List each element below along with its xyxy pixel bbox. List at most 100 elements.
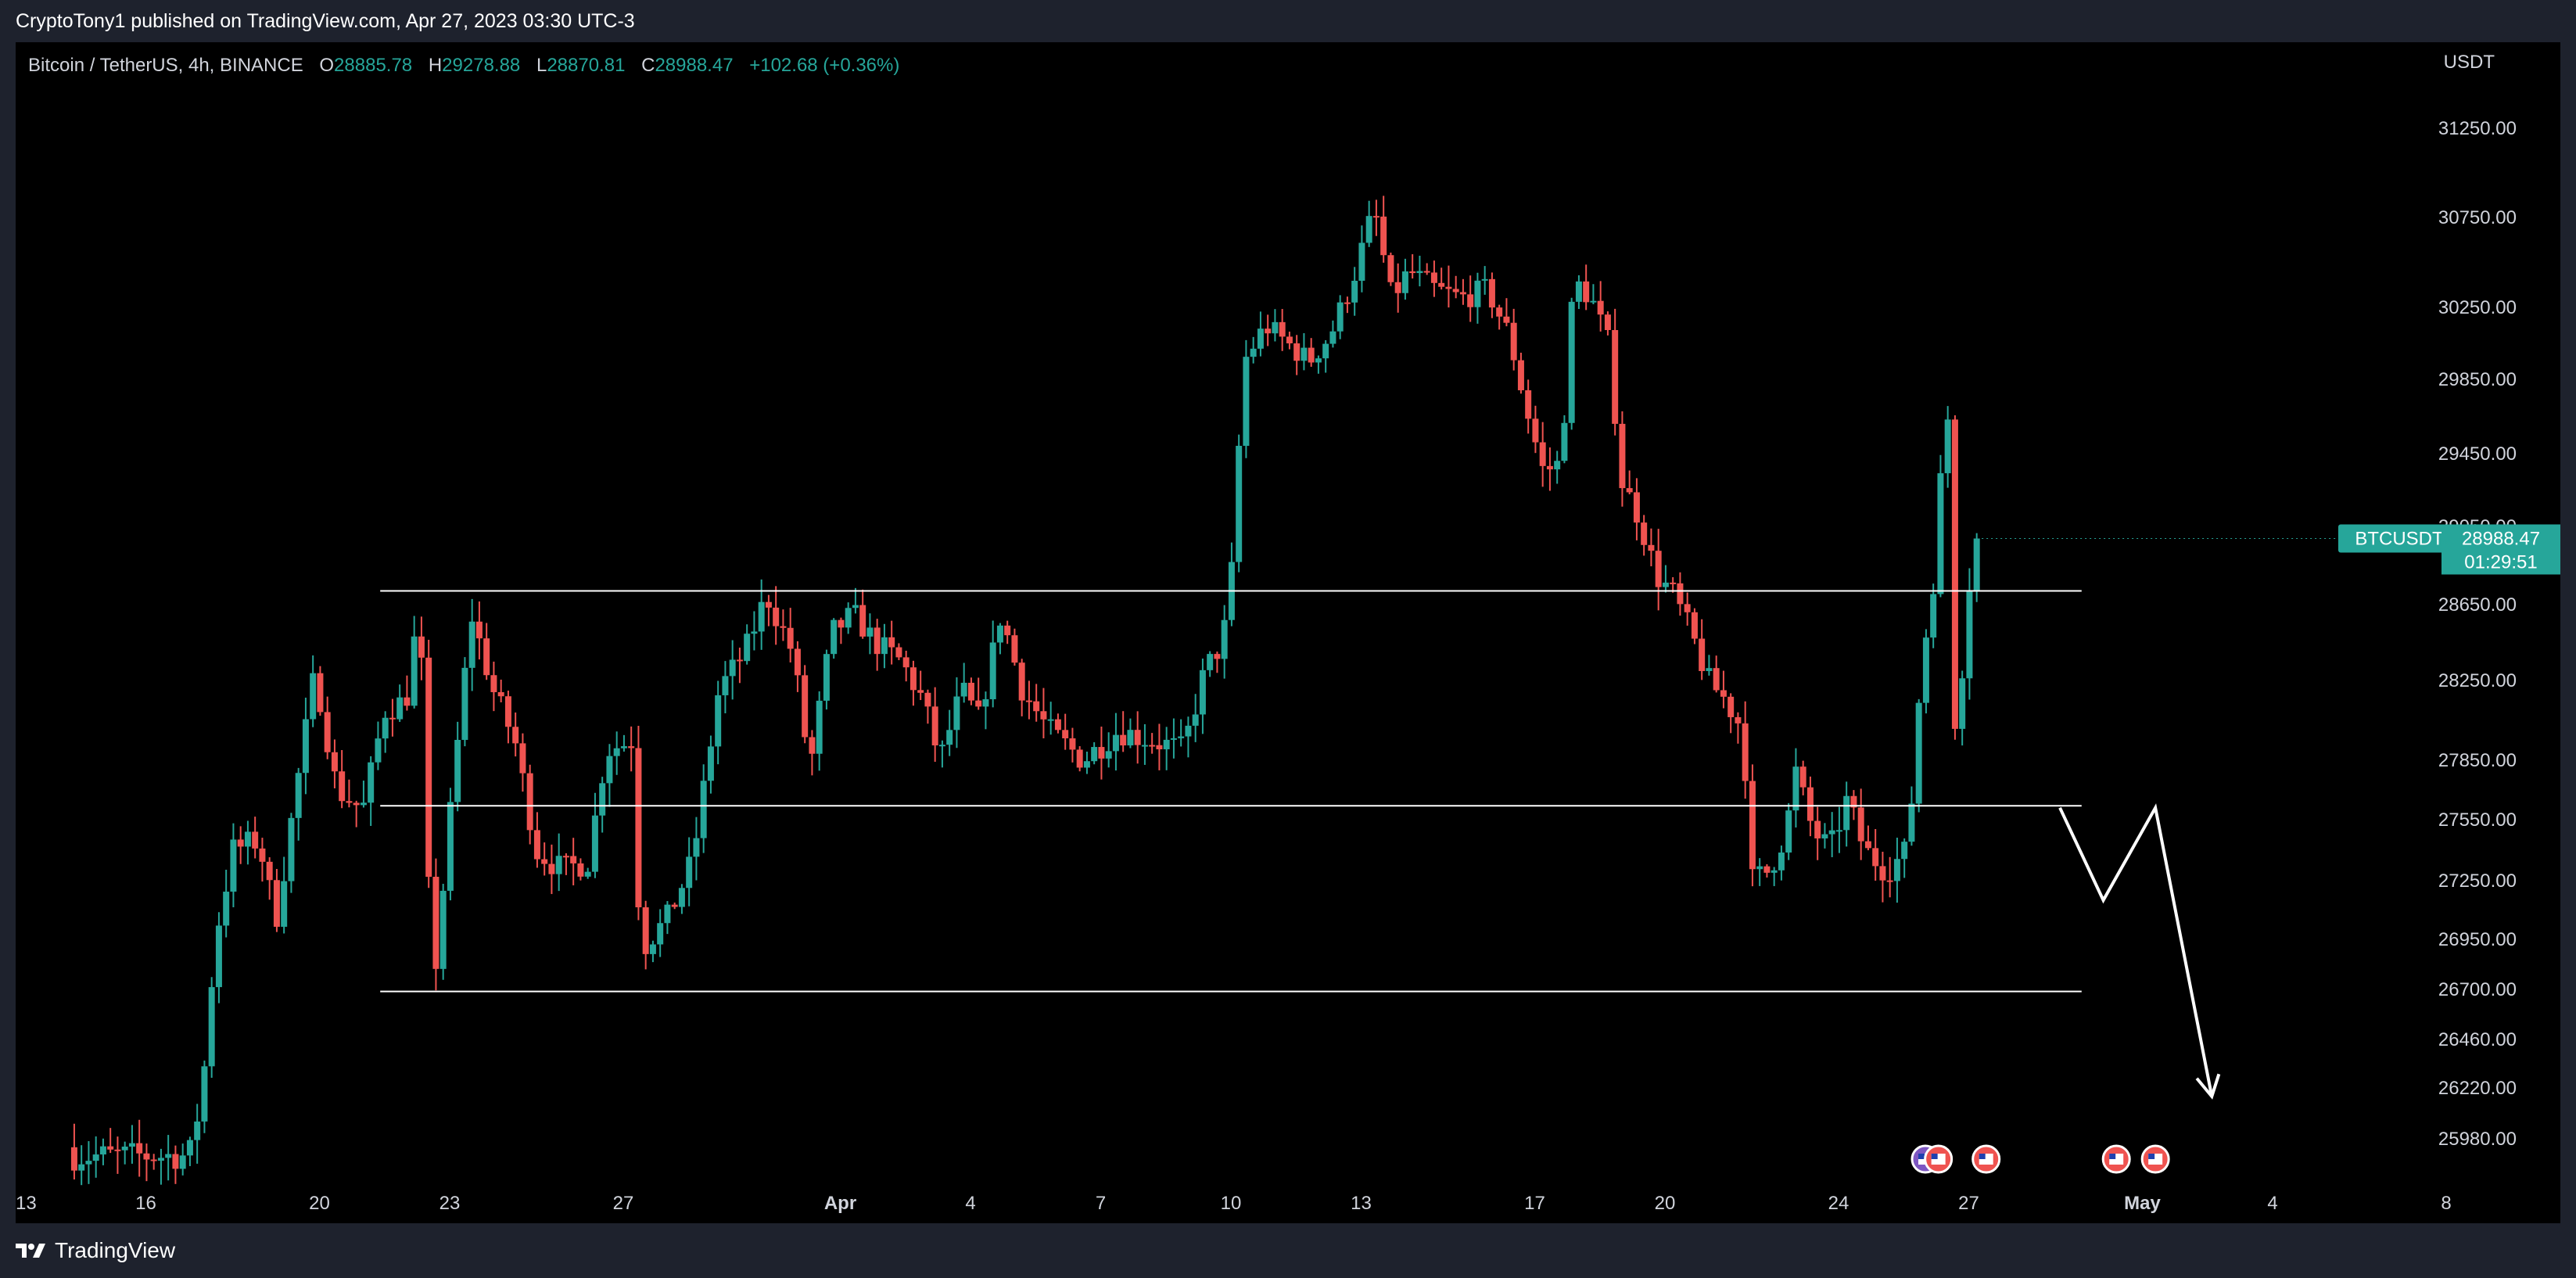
time-tick-label: 27	[1958, 1193, 1979, 1214]
candle-body	[432, 877, 439, 969]
price-tick-label: 31250.00	[2438, 118, 2517, 139]
candle-body	[252, 831, 259, 849]
candle-body	[497, 691, 504, 697]
candle-body	[1207, 654, 1214, 670]
candle-body	[1742, 723, 1749, 781]
price-tick-label: 27250.00	[2438, 871, 2517, 892]
candle-body	[302, 719, 309, 774]
candle-body	[1785, 810, 1792, 853]
candle-body	[1778, 853, 1785, 871]
price-tick-label: 28250.00	[2438, 670, 2517, 691]
tradingview-brand[interactable]: TradingView	[16, 1238, 175, 1263]
candle-body	[1394, 282, 1401, 293]
candle-body	[606, 756, 613, 784]
economic-event-flag-canton-icon	[1918, 1154, 1925, 1159]
candle-body	[121, 1147, 128, 1151]
candle-body	[1134, 730, 1141, 745]
candle-body	[635, 748, 642, 908]
candle-body	[924, 692, 931, 707]
candle-body	[1127, 730, 1134, 746]
candle-body	[967, 682, 974, 701]
projection-arrowhead	[2195, 1073, 2221, 1100]
footer-brand-label: TradingView	[55, 1238, 176, 1262]
candle-body	[693, 838, 700, 857]
time-tick-label: 20	[1655, 1193, 1676, 1214]
price-axis-currency[interactable]: USDT	[2443, 52, 2495, 73]
candle-body	[1901, 842, 1908, 860]
candle-body	[809, 737, 816, 754]
candle-body	[519, 743, 526, 774]
candle-body	[1604, 314, 1611, 330]
candle-body	[1112, 734, 1119, 752]
candle-body	[1496, 307, 1503, 317]
candle-body	[960, 682, 967, 697]
candle-body	[1336, 302, 1344, 332]
candle-body	[657, 923, 664, 945]
symbol-tag-box	[2338, 524, 2460, 553]
candle-body	[902, 657, 909, 668]
candle-body	[859, 605, 866, 637]
symbol-title[interactable]: Bitcoin / TetherUS, 4h, BINANCE	[28, 55, 303, 76]
candle-body	[179, 1155, 186, 1169]
candle-body	[620, 746, 627, 748]
candle-body	[99, 1146, 106, 1155]
candle-body	[194, 1121, 201, 1140]
candle-body	[642, 907, 649, 954]
candle-body	[1908, 803, 1915, 842]
time-tick-label: 17	[1524, 1193, 1545, 1214]
candle-body	[1315, 358, 1322, 363]
candle-body	[1409, 271, 1416, 274]
candle-body	[1799, 766, 1806, 788]
candle-body	[1329, 331, 1336, 344]
candle-body	[266, 861, 273, 881]
candle-body	[794, 648, 801, 676]
candle-body	[1214, 654, 1221, 659]
price-tick-label: 28650.00	[2438, 594, 2517, 616]
candle-body	[1944, 419, 1951, 474]
candle-body	[931, 706, 938, 746]
candle-body	[866, 627, 874, 637]
candle-body	[1069, 738, 1076, 750]
candle-body	[353, 802, 360, 806]
candle-body	[802, 675, 809, 738]
time-tick-label: 13	[16, 1193, 37, 1214]
candle-body	[165, 1154, 172, 1158]
candle-body	[454, 739, 461, 802]
candle-body	[1004, 625, 1011, 636]
candle-body	[1387, 255, 1394, 282]
candle-body	[831, 619, 838, 655]
candle-body	[389, 717, 396, 720]
chart-canvas[interactable]: 31250.00 30750.00 30250.00 29850.00 29450.00…	[16, 42, 2560, 1223]
candle-body	[1149, 745, 1156, 747]
candle-body	[700, 781, 707, 838]
candle-body	[1525, 390, 1532, 419]
candle-body	[78, 1164, 85, 1171]
tradingview-logo-icon	[16, 1244, 45, 1258]
chart-pane[interactable]: 31250.00 30750.00 30250.00 29850.00 29450.00…	[16, 42, 2560, 1223]
candle-body	[114, 1149, 121, 1151]
candle-body	[1641, 522, 1648, 545]
candle-body	[823, 654, 830, 701]
candle-body	[1951, 419, 1958, 729]
candle-body	[591, 815, 598, 872]
candle-body	[1091, 747, 1098, 762]
candle-body	[1937, 473, 1944, 594]
candle-body	[404, 697, 411, 706]
candle-body	[1835, 830, 1842, 832]
candle-body	[541, 859, 548, 864]
candle-body	[1141, 745, 1148, 747]
candle-body	[1590, 300, 1597, 303]
candle-body	[439, 890, 447, 969]
candle-body	[1372, 216, 1379, 218]
candle-body	[816, 700, 823, 754]
candle-body	[1488, 278, 1495, 308]
price-tick-label: 26460.00	[2438, 1029, 2517, 1050]
candle-body	[1648, 544, 1655, 551]
candle-body	[1792, 766, 1799, 811]
candle-body	[548, 863, 555, 874]
price-tick-label: 26700.00	[2438, 979, 2517, 1000]
candle-body	[895, 647, 902, 658]
candle-body	[1286, 336, 1293, 344]
candle-body	[143, 1153, 150, 1160]
candle-body	[107, 1146, 114, 1150]
